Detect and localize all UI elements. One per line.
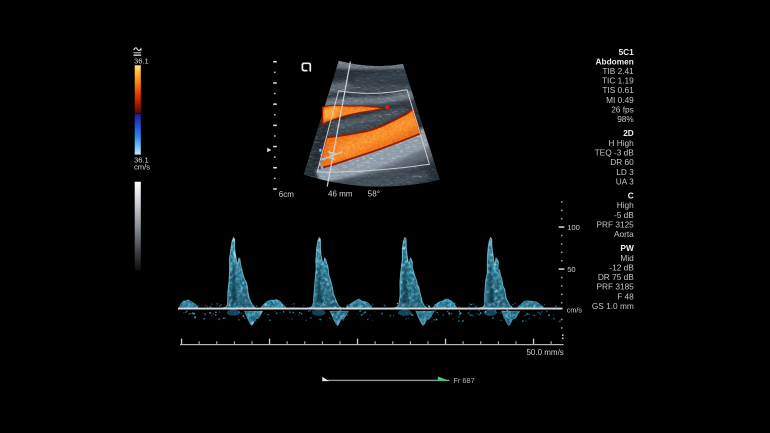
- svg-text:Abdomen: Abdomen: [596, 56, 634, 66]
- svg-text:Fr 687: Fr 687: [453, 376, 474, 385]
- svg-text:5C1: 5C1: [619, 47, 635, 57]
- svg-text:Mid: Mid: [620, 253, 634, 263]
- svg-text:cm/s: cm/s: [134, 163, 150, 172]
- svg-text:46 mm: 46 mm: [328, 189, 353, 198]
- svg-text:50: 50: [567, 265, 575, 274]
- svg-text:cm/s: cm/s: [567, 305, 583, 314]
- svg-text:6cm: 6cm: [279, 190, 294, 199]
- svg-text:PRF 3185: PRF 3185: [596, 282, 634, 292]
- svg-text:36.1: 36.1: [134, 156, 149, 165]
- svg-text:58°: 58°: [368, 189, 380, 198]
- svg-text:PRF 3125: PRF 3125: [596, 220, 634, 230]
- svg-text:36.1: 36.1: [134, 56, 149, 65]
- svg-text:MI 0.49: MI 0.49: [606, 95, 634, 105]
- svg-text:TIS 0.61: TIS 0.61: [602, 85, 634, 95]
- svg-text:H High: H High: [608, 138, 634, 148]
- svg-text:-12 dB: -12 dB: [609, 263, 634, 273]
- svg-text:DR 60: DR 60: [610, 157, 634, 167]
- svg-text:DR 75 dB: DR 75 dB: [598, 272, 634, 282]
- svg-text:TEQ -3 dB: TEQ -3 dB: [595, 148, 635, 158]
- svg-text:Aorta: Aorta: [614, 229, 634, 239]
- svg-text:C: C: [628, 191, 634, 201]
- svg-text:TIC 1.19: TIC 1.19: [602, 76, 634, 86]
- svg-text:GS 1.0 mm: GS 1.0 mm: [592, 301, 634, 311]
- svg-text:UA 3: UA 3: [616, 177, 634, 187]
- svg-text:-5 dB: -5 dB: [614, 210, 634, 220]
- svg-text:2D: 2D: [623, 128, 634, 138]
- svg-text:F 48: F 48: [617, 291, 634, 301]
- svg-text:LD 3: LD 3: [616, 167, 634, 177]
- svg-text:50.0 mm/s: 50.0 mm/s: [526, 348, 563, 357]
- svg-text:100: 100: [567, 223, 580, 232]
- svg-text:26 fps: 26 fps: [611, 104, 634, 114]
- svg-text:98%: 98%: [617, 114, 634, 124]
- svg-text:TIB 2.41: TIB 2.41: [602, 66, 634, 76]
- svg-text:PW: PW: [620, 243, 634, 253]
- svg-text:High: High: [617, 200, 634, 210]
